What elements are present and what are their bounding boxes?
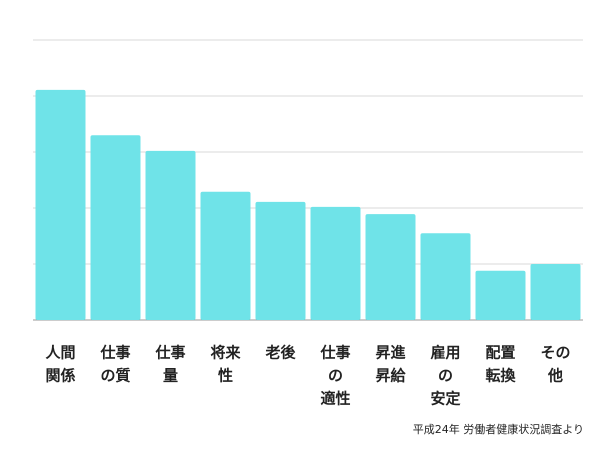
bar xyxy=(420,233,471,320)
bar xyxy=(35,89,86,320)
bar xyxy=(145,150,196,320)
x-tick-label: 昇給 xyxy=(375,367,406,385)
x-tick-label: の xyxy=(328,367,343,385)
x-tick-label: 老後 xyxy=(264,344,296,362)
x-tick-label: 将来 xyxy=(210,344,241,362)
x-tick-label: その xyxy=(540,344,570,362)
bar xyxy=(200,191,251,320)
x-tick-label: 転換 xyxy=(485,367,516,385)
bar xyxy=(90,135,141,320)
x-tick-label: 配置 xyxy=(485,344,515,362)
x-tick-label: 仕事 xyxy=(99,344,130,362)
bar xyxy=(255,201,306,320)
x-tick-label: 仕事 xyxy=(154,344,185,362)
x-tick-label: の質 xyxy=(100,367,130,385)
source-note: 平成24年 労働者健康状況調査より xyxy=(413,422,584,436)
x-tick-label: 関係 xyxy=(45,367,75,385)
x-tick-label: 量 xyxy=(163,367,178,385)
x-tick-label: 昇進 xyxy=(375,344,406,362)
bar xyxy=(475,270,526,320)
bar xyxy=(365,214,416,320)
x-tick-label: 安定 xyxy=(430,390,460,408)
x-tick-label: 適性 xyxy=(320,390,350,408)
x-tick-label: 他 xyxy=(547,367,563,385)
x-tick-label: 性 xyxy=(218,367,233,385)
x-tick-label: 仕事 xyxy=(319,344,350,362)
x-tick-label: の xyxy=(438,367,453,385)
bar xyxy=(530,264,581,320)
x-tick-label: 雇用 xyxy=(430,344,460,362)
bar xyxy=(310,206,361,320)
x-tick-label: 人間 xyxy=(45,344,75,362)
